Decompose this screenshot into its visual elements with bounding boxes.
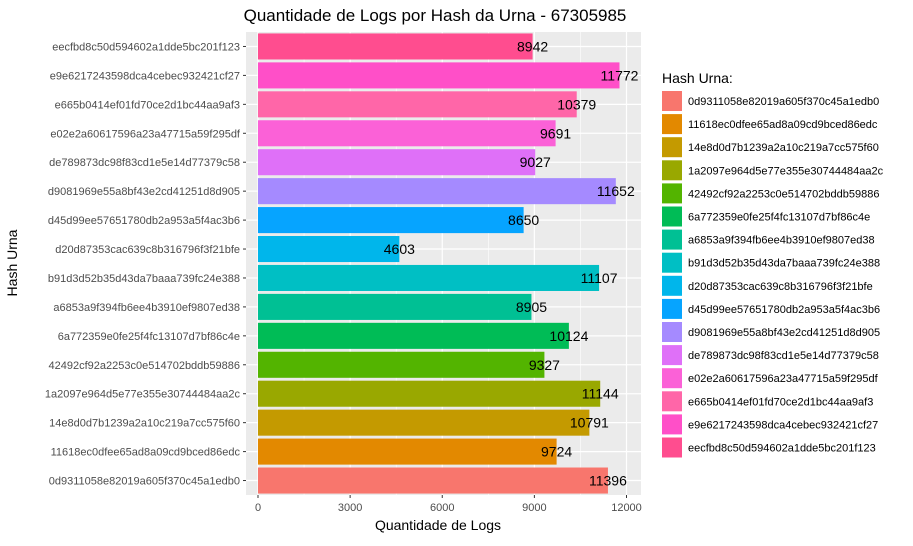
data-label: 8905: [516, 299, 547, 315]
legend-label: 42492cf92a2253c0e514702bddb59886: [688, 188, 879, 200]
bar: [258, 91, 577, 118]
legend-label: 6a772359e0fe25f4fc13107d7bf86c4e: [688, 212, 870, 224]
data-label: 8942: [517, 38, 548, 54]
legend-swatch: [662, 252, 682, 273]
legend-label: e02e2a60617596a23a47715a59f295df: [688, 373, 879, 385]
legend-swatch: [662, 322, 682, 342]
bar: [258, 351, 545, 378]
legend-swatch: [662, 206, 682, 227]
legend-label: d9081969e55a8bf43e2cd41251d8d905: [688, 327, 880, 339]
bar: [258, 264, 600, 291]
bar: [258, 467, 608, 494]
y-tick-label: 1a2097e964d5e77e355e30744484aa2c: [45, 389, 241, 401]
y-tick-label: 14e8d0d7b1239a2a10c219a7cc575f60: [49, 418, 240, 430]
data-label: 9724: [541, 444, 572, 460]
legend-swatch: [662, 114, 682, 135]
data-label: 11652: [597, 183, 635, 199]
x-axis-title: Quantidade de Logs: [375, 517, 501, 533]
bar: [258, 293, 532, 320]
x-tick-label: 9000: [522, 502, 546, 514]
legend-swatch: [662, 437, 682, 458]
x-tick-label: 3000: [338, 502, 362, 514]
x-tick-label: 12000: [611, 502, 642, 514]
y-tick-label: d45d99ee57651780db2a953a5f4ac3b6: [48, 215, 240, 227]
data-label: 11107: [581, 270, 618, 286]
chart-title: Quantidade de Logs por Hash da Urna - 67…: [244, 6, 627, 25]
y-tick-label: de789873dc98f83cd1e5e14d77379c58: [49, 157, 240, 169]
data-label: 9327: [529, 357, 560, 373]
y-tick-labels: 0d9311058e82019a605f370c45a1edb0 11618ec0…: [45, 41, 246, 488]
legend-label: b91d3d52b35d43da7baaa739fc24e388: [688, 258, 880, 270]
data-label: 10379: [557, 96, 596, 112]
bar: [258, 33, 533, 60]
y-tick-label: a6853a9f394fb6ee4b3910ef9807ed38: [53, 302, 240, 314]
legend-swatch: [662, 345, 682, 366]
bar: [258, 178, 616, 205]
y-tick-label: d9081969e55a8bf43e2cd41251d8d905: [48, 186, 240, 198]
legend-label: e665b0414ef01fd70ce2d1bc44aa9af3: [688, 396, 873, 408]
bar: [258, 62, 620, 89]
y-tick-label: e02e2a60617596a23a47715a59f295df: [50, 128, 241, 140]
x-tick-labels: 0 3000 6000 9000 12000: [255, 495, 642, 514]
legend-label: d45d99ee57651780db2a953a5f4ac3b6: [688, 304, 880, 316]
bar: [258, 322, 569, 349]
bar: [258, 207, 524, 234]
legend-swatch: [662, 368, 682, 389]
legend-swatch: [662, 160, 682, 181]
legend-label: eecfbd8c50d594602a1dde5bc201f123: [688, 443, 876, 455]
legend-label: d20d87353cac639c8b316796f3f21bfe: [688, 281, 873, 293]
bar: [258, 380, 601, 407]
legend-swatch: [662, 91, 682, 111]
legend-label: 1a2097e964d5e77e355e30744484aa2c: [688, 165, 884, 177]
y-tick-label: d20d87353cac639c8b316796f3f21bfe: [55, 244, 240, 256]
y-tick-label: 11618ec0dfee65ad8a09cd9bced86edc: [51, 447, 241, 459]
legend-title: Hash Urna:: [662, 70, 733, 86]
legend-swatch: [662, 137, 682, 158]
data-label: 4603: [384, 241, 415, 257]
y-tick-label: e665b0414ef01fd70ce2d1bc44aa9af3: [55, 99, 240, 111]
legend-swatch: [662, 298, 682, 319]
bar: [258, 149, 536, 176]
x-tick-label: 0: [255, 502, 261, 514]
data-label: 11396: [589, 473, 627, 489]
legend-label: 11618ec0dfee65ad8a09cd9bced86edc: [688, 119, 878, 131]
y-tick-label: e9e6217243598dca4cebec932421cf27: [50, 70, 240, 82]
bar: [258, 409, 590, 436]
data-label: 11144: [582, 386, 619, 402]
legend-swatch: [662, 414, 682, 435]
y-tick-label: 0d9311058e82019a605f370c45a1edb0: [49, 476, 240, 488]
y-axis-title: Hash Urna: [4, 229, 20, 296]
y-tick-label: 42492cf92a2253c0e514702bddb59886: [49, 360, 240, 372]
bars: [258, 33, 620, 494]
y-tick-label: eecfbd8c50d594602a1dde5bc201f123: [52, 41, 240, 53]
bar: [258, 120, 556, 147]
legend: 0d9311058e82019a605f370c45a1edb0 11618ec0…: [662, 91, 884, 458]
x-tick-label: 6000: [430, 502, 454, 514]
legend-label: 14e8d0d7b1239a2a10c219a7cc575f60: [688, 142, 879, 154]
y-tick-label: 6a772359e0fe25f4fc13107d7bf86c4e: [58, 331, 240, 343]
legend-swatch: [662, 183, 682, 204]
bar: [258, 438, 557, 465]
legend-label: e9e6217243598dca4cebec932421cf27: [688, 419, 878, 431]
legend-label: a6853a9f394fb6ee4b3910ef9807ed38: [688, 235, 875, 247]
legend-label: 0d9311058e82019a605f370c45a1edb0: [688, 96, 879, 108]
legend-swatch: [662, 275, 682, 296]
data-label: 9691: [540, 125, 571, 141]
data-label: 8650: [508, 212, 539, 228]
legend-swatch: [662, 229, 682, 250]
data-label: 9027: [520, 154, 551, 170]
legend-swatch: [662, 391, 682, 412]
data-label: 10791: [570, 415, 609, 431]
y-tick-label: b91d3d52b35d43da7baaa739fc24e388: [48, 273, 240, 285]
legend-label: de789873dc98f83cd1e5e14d77379c58: [688, 350, 879, 362]
bar: [258, 236, 400, 263]
data-label: 11772: [601, 67, 639, 83]
data-label: 10124: [549, 328, 588, 344]
